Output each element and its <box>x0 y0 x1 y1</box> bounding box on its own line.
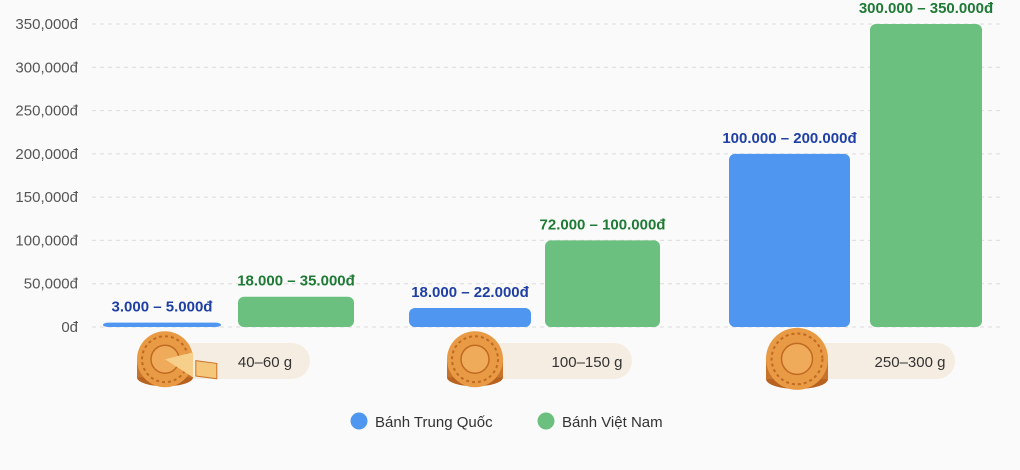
category-label: 100–150 g <box>552 354 623 371</box>
mooncake-icon <box>766 327 828 390</box>
y-tick-label: 300,000đ <box>15 59 78 76</box>
bar <box>409 307 531 327</box>
value-labels: 3.000 – 5.000đ 18.000 – 22.000đ 100.000 – … <box>112 0 994 316</box>
mooncake-slice <box>195 360 218 380</box>
bar <box>729 153 850 327</box>
bar <box>238 296 354 327</box>
bar-value-label: 72.000 – 100.000đ <box>540 216 667 233</box>
legend-label: Bánh Việt Nam <box>562 414 663 431</box>
legend-label: Bánh Trung Quốc <box>375 414 493 431</box>
bar-value-label: 18.000 – 35.000đ <box>237 273 355 290</box>
mooncake-icon <box>137 331 218 388</box>
category-label: 40–60 g <box>238 354 292 371</box>
mooncake-cut <box>165 352 193 378</box>
y-tick-label: 200,000đ <box>15 146 78 163</box>
bar-value-label: 300.000 – 350.000đ <box>859 0 994 17</box>
y-axis: 0đ 50,000đ 100,000đ 150,000đ 200,000đ 250,000… <box>15 16 78 336</box>
mooncake-icon <box>447 331 503 388</box>
category-label: 250–300 g <box>875 354 946 371</box>
y-tick-label: 50,000đ <box>24 276 79 293</box>
legend-swatch <box>537 412 555 430</box>
legend: Bánh Trung Quốc Bánh Việt Nam <box>350 412 663 431</box>
mooncake-center <box>460 344 490 374</box>
mooncake-rim <box>770 332 824 386</box>
mooncake-rim <box>451 335 499 384</box>
bar-value-label: 18.000 – 22.000đ <box>411 284 529 301</box>
mooncake-center <box>780 342 814 376</box>
y-tick-label: 150,000đ <box>15 189 78 206</box>
y-tick-label: 350,000đ <box>15 16 78 33</box>
y-tick-label: 250,000đ <box>15 103 78 120</box>
bar-value-label: 100.000 – 200.000đ <box>722 130 857 147</box>
bar-value-label: 3.000 – 5.000đ <box>112 299 214 316</box>
y-tick-label: 0đ <box>61 319 78 336</box>
y-tick-label: 100,000đ <box>15 232 78 249</box>
bar <box>103 322 221 327</box>
legend-swatch <box>350 412 368 430</box>
bar <box>870 24 982 327</box>
bars <box>103 24 982 327</box>
category-labels: 40–60 g 100–150 g 250–300 g <box>137 327 955 390</box>
category-pill <box>478 343 632 379</box>
bar <box>545 240 660 327</box>
